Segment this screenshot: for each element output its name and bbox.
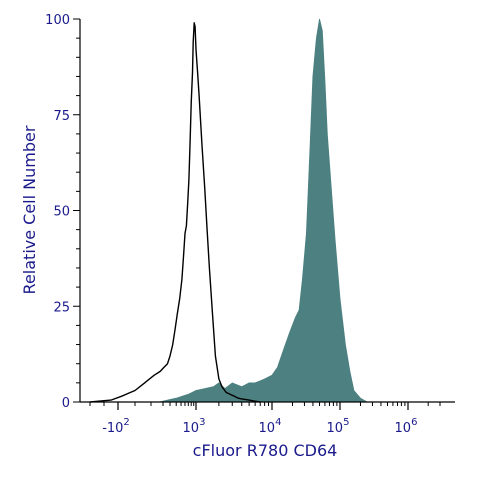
x-axis-label: cFluor R780 CD64 (193, 441, 338, 460)
x-tick-label: 103 (183, 417, 206, 436)
plot-area: 0 25 50 75 100 -102 103 104 105 106 (45, 13, 455, 436)
x-tick-label: -102 (102, 417, 130, 436)
y-tick-label: 50 (53, 205, 70, 220)
x-tick-label: 105 (327, 417, 350, 436)
y-tick-label: 100 (45, 13, 70, 28)
x-tick-label: 106 (395, 417, 418, 436)
x-tick-label: 104 (259, 417, 282, 436)
y-axis-label: Relative Cell Number (20, 125, 39, 294)
y-tick-label: 75 (53, 109, 70, 124)
control-histogram-line (89, 22, 261, 403)
y-tick-label: 0 (62, 396, 70, 411)
y-tick-label: 25 (53, 300, 70, 315)
stained-histogram-area (159, 18, 369, 403)
